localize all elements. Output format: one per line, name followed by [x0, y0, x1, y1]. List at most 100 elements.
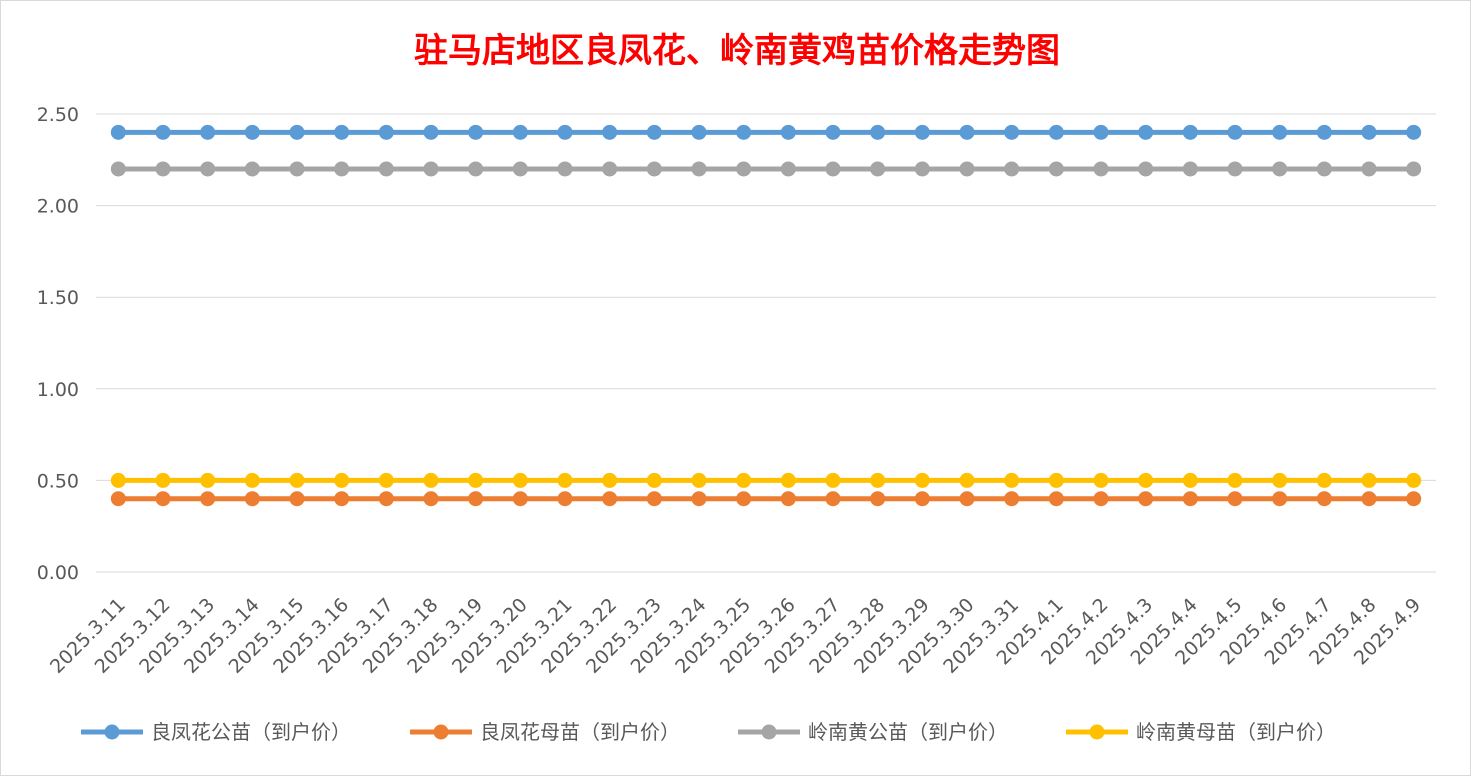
data-point — [334, 472, 350, 488]
data-point — [780, 124, 796, 140]
y-tick-label: 1.00 — [37, 379, 79, 401]
data-point — [110, 161, 126, 177]
data-point — [691, 124, 707, 140]
data-point — [334, 491, 350, 507]
data-point — [1138, 124, 1154, 140]
data-point — [557, 491, 573, 507]
legend-label: 岭南黄公苗（到户价） — [808, 720, 1008, 744]
data-point — [825, 491, 841, 507]
data-point — [1406, 124, 1422, 140]
data-point — [1138, 491, 1154, 507]
data-point — [1138, 472, 1154, 488]
data-point — [378, 491, 394, 507]
data-point — [1272, 124, 1288, 140]
legend-label: 良凤花母苗（到户价） — [480, 720, 680, 744]
series-2 — [110, 491, 1422, 507]
data-point — [155, 472, 171, 488]
data-point — [914, 472, 930, 488]
data-point — [646, 491, 662, 507]
data-point — [1316, 491, 1332, 507]
data-point — [378, 161, 394, 177]
data-point — [334, 124, 350, 140]
data-point — [200, 124, 216, 140]
data-point — [780, 472, 796, 488]
data-point — [1182, 161, 1198, 177]
data-point — [334, 161, 350, 177]
data-point — [468, 161, 484, 177]
data-point — [378, 472, 394, 488]
data-point — [1361, 124, 1377, 140]
legend-item: 岭南黄公苗（到户价） — [738, 720, 1008, 744]
data-point — [602, 161, 618, 177]
data-point — [1316, 472, 1332, 488]
data-point — [244, 161, 260, 177]
data-point — [244, 472, 260, 488]
data-point — [557, 124, 573, 140]
data-point — [1406, 472, 1422, 488]
data-point — [691, 161, 707, 177]
data-point — [914, 124, 930, 140]
data-point — [557, 161, 573, 177]
legend-item: 良凤花公苗（到户价） — [81, 720, 351, 744]
data-point — [780, 161, 796, 177]
data-point — [691, 472, 707, 488]
data-point — [646, 161, 662, 177]
data-point — [1406, 161, 1422, 177]
data-point — [1182, 124, 1198, 140]
data-point — [512, 491, 528, 507]
data-point — [423, 472, 439, 488]
data-point — [959, 491, 975, 507]
data-point — [289, 491, 305, 507]
data-point — [825, 124, 841, 140]
legend-dot-marker — [1089, 724, 1105, 740]
data-point — [1227, 161, 1243, 177]
y-tick-label: 0.00 — [37, 562, 79, 584]
data-point — [1048, 161, 1064, 177]
x-axis: 2025.3.112025.3.122025.3.132025.3.142025… — [46, 594, 1425, 678]
data-point — [1004, 472, 1020, 488]
data-point — [110, 124, 126, 140]
legend-item: 良凤花母苗（到户价） — [410, 720, 680, 744]
data-point — [155, 124, 171, 140]
data-point — [512, 124, 528, 140]
data-point — [110, 472, 126, 488]
data-point — [468, 472, 484, 488]
series-3 — [110, 161, 1422, 177]
series-1 — [110, 124, 1422, 140]
data-point — [1361, 491, 1377, 507]
data-point — [1227, 491, 1243, 507]
data-point — [1004, 491, 1020, 507]
chart-title: 驻马店地区良凤花、岭南黄鸡苗价格走势图 — [414, 31, 1060, 71]
legend-label: 岭南黄母苗（到户价） — [1136, 720, 1336, 744]
data-point — [959, 161, 975, 177]
legend-item: 岭南黄母苗（到户价） — [1066, 720, 1336, 744]
data-point — [1093, 124, 1109, 140]
series-4 — [110, 472, 1422, 488]
data-point — [244, 491, 260, 507]
data-point — [1004, 124, 1020, 140]
data-point — [1138, 161, 1154, 177]
data-point — [512, 472, 528, 488]
data-point — [914, 161, 930, 177]
data-point — [870, 124, 886, 140]
data-point — [423, 124, 439, 140]
data-point — [1093, 161, 1109, 177]
data-point — [1048, 472, 1064, 488]
data-point — [1406, 491, 1422, 507]
y-tick-label: 2.00 — [37, 196, 79, 218]
data-point — [1316, 124, 1332, 140]
data-point — [512, 161, 528, 177]
data-point — [602, 491, 618, 507]
data-point — [1272, 491, 1288, 507]
data-point — [602, 124, 618, 140]
data-point — [110, 491, 126, 507]
data-point — [557, 472, 573, 488]
y-tick-label: 0.50 — [37, 470, 79, 492]
data-point — [870, 472, 886, 488]
data-point — [1227, 472, 1243, 488]
data-point — [244, 124, 260, 140]
data-point — [200, 161, 216, 177]
legend-label: 良凤花公苗（到户价） — [151, 720, 351, 744]
data-point — [825, 472, 841, 488]
